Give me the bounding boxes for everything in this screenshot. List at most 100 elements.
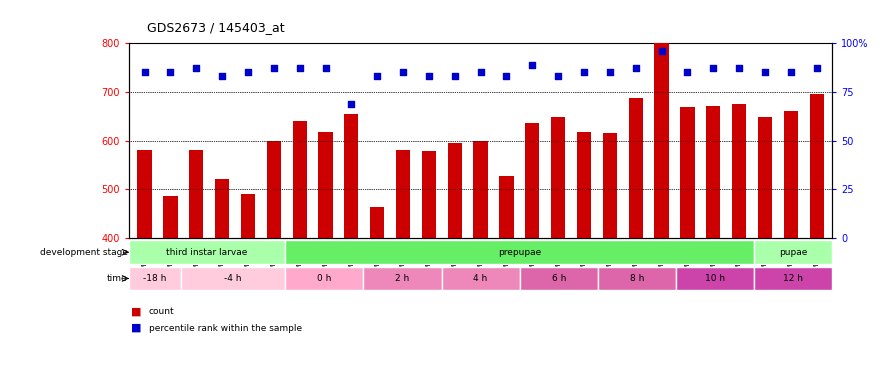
Bar [784, 111, 798, 238]
Text: ■: ■ [131, 323, 142, 333]
Point [654, 48, 668, 54]
Bar [525, 123, 539, 238]
Bar [473, 141, 488, 238]
Bar [267, 141, 281, 238]
Bar [396, 150, 410, 238]
Text: -18 h: -18 h [143, 274, 166, 283]
Bar [370, 207, 384, 238]
Point [525, 62, 539, 68]
Bar [603, 133, 617, 238]
Point [163, 69, 177, 75]
Bar [603, 133, 617, 238]
Bar [810, 94, 824, 238]
Bar [499, 176, 514, 238]
Point [293, 66, 307, 72]
Bar [396, 150, 410, 238]
Bar [680, 106, 694, 238]
Bar [757, 117, 772, 238]
Bar [577, 132, 591, 238]
Bar [190, 150, 204, 238]
Point [628, 66, 643, 72]
Bar [598, 267, 676, 290]
Text: 8 h: 8 h [629, 274, 644, 283]
Bar [473, 141, 488, 238]
Point [499, 73, 514, 79]
Text: 4 h: 4 h [473, 274, 488, 283]
Bar [163, 196, 177, 238]
Bar [129, 43, 832, 238]
Text: 2 h: 2 h [395, 274, 409, 283]
Bar [551, 117, 565, 238]
Text: 6 h: 6 h [552, 274, 566, 283]
Bar [344, 114, 359, 238]
Bar [628, 98, 643, 238]
Bar [241, 194, 255, 238]
Point [190, 66, 204, 72]
Bar [190, 150, 204, 238]
Point [706, 66, 720, 72]
Bar [448, 142, 462, 238]
Point [241, 69, 255, 75]
Text: pupae: pupae [779, 248, 807, 256]
Text: time: time [107, 274, 127, 283]
Bar [293, 121, 307, 238]
Bar [680, 106, 694, 238]
Bar [137, 150, 151, 238]
Point [551, 73, 565, 79]
Bar [654, 43, 668, 238]
Bar [215, 179, 230, 238]
Bar [370, 207, 384, 238]
Bar [732, 104, 746, 238]
Point [680, 69, 694, 75]
Bar [422, 152, 436, 238]
Bar [525, 123, 539, 238]
Point [344, 100, 359, 106]
Bar [129, 240, 286, 264]
Point [422, 73, 436, 79]
Bar [757, 117, 772, 238]
Bar [182, 267, 286, 290]
Text: 12 h: 12 h [783, 274, 803, 283]
Text: count: count [149, 307, 174, 316]
Text: percentile rank within the sample: percentile rank within the sample [149, 324, 302, 333]
Bar [499, 176, 514, 238]
Bar [441, 267, 520, 290]
Text: 10 h: 10 h [705, 274, 725, 283]
Point [810, 66, 824, 72]
Point [319, 66, 333, 72]
Bar [319, 132, 333, 238]
Bar [551, 117, 565, 238]
Bar [267, 141, 281, 238]
Point [577, 69, 591, 75]
Bar [732, 104, 746, 238]
Bar [784, 111, 798, 238]
Point [370, 73, 384, 79]
Bar [810, 94, 824, 238]
Bar [286, 240, 754, 264]
Bar [422, 152, 436, 238]
Point [732, 66, 746, 72]
Bar [520, 267, 598, 290]
Text: development stage: development stage [40, 248, 127, 256]
Bar [163, 196, 177, 238]
Bar [676, 267, 754, 290]
Bar [754, 240, 832, 264]
Text: ■: ■ [131, 306, 142, 316]
Bar [241, 194, 255, 238]
Bar [654, 43, 668, 238]
Point [603, 69, 617, 75]
Text: GDS2673 / 145403_at: GDS2673 / 145403_at [147, 21, 285, 34]
Bar [293, 121, 307, 238]
Point [784, 69, 798, 75]
Bar [286, 267, 363, 290]
Bar [448, 142, 462, 238]
Bar [319, 132, 333, 238]
Bar [363, 267, 441, 290]
Bar [706, 105, 720, 238]
Bar [577, 132, 591, 238]
Point [215, 73, 230, 79]
Point [473, 69, 488, 75]
Text: -4 h: -4 h [224, 274, 242, 283]
Point [396, 69, 410, 75]
Text: 0 h: 0 h [317, 274, 332, 283]
